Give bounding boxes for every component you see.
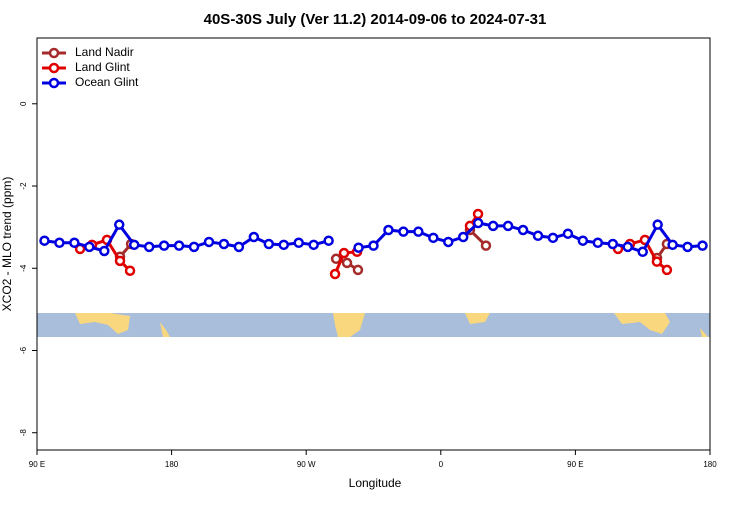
data-point [293, 237, 304, 249]
data-point [218, 238, 230, 250]
data-point [233, 241, 245, 253]
x-tick-label: 180 [165, 460, 179, 469]
data-point [158, 240, 170, 251]
data-point [592, 237, 604, 249]
y-tick-label: -2 [19, 182, 28, 190]
data-point [443, 236, 454, 248]
data-point [607, 238, 619, 250]
x-tick-label: 90 E [29, 460, 45, 469]
map-band [37, 313, 710, 337]
data-point [547, 232, 559, 244]
data-point [682, 241, 693, 253]
data-point [517, 224, 529, 236]
data-point [577, 235, 589, 246]
data-point [203, 236, 215, 248]
data-point [487, 220, 499, 232]
chart-title: 40S-30S July (Ver 11.2) 2014-09-06 to 20… [204, 11, 547, 28]
data-point [651, 256, 663, 267]
data-point [114, 255, 126, 267]
data-point [278, 239, 290, 251]
plot-frame [36, 37, 711, 451]
data-point [263, 238, 275, 250]
data-point [383, 224, 394, 236]
x-tick-label: 180 [703, 460, 717, 469]
data-point [472, 217, 484, 229]
data-point [69, 237, 80, 249]
data-point [368, 240, 379, 251]
data-point [329, 268, 341, 280]
legend-label: Land Glint [75, 60, 130, 74]
data-point [338, 247, 350, 259]
data-point [428, 232, 439, 244]
data-point [114, 219, 125, 230]
x-tick-label: 90 W [297, 460, 316, 469]
legend-marker [48, 62, 60, 74]
y-axis-label: XCO2 - MLO trend (ppm) [0, 177, 14, 312]
data-point [128, 239, 140, 251]
data-point [353, 242, 364, 253]
data-point [352, 264, 364, 276]
data-point [480, 240, 492, 251]
y-tick-label: -8 [19, 429, 28, 437]
data-point [637, 246, 648, 258]
data-point [413, 226, 424, 237]
data-point [308, 239, 319, 251]
data-point [188, 241, 200, 253]
data-point [502, 220, 514, 232]
data-point [472, 208, 484, 220]
data-point [124, 265, 136, 276]
x-tick-label: 0 [439, 460, 444, 469]
x-tick-label: 90 E [567, 460, 583, 469]
data-point [99, 245, 110, 257]
data-point [562, 228, 574, 239]
data-point [54, 237, 65, 249]
data-point [622, 241, 633, 253]
x-axis-label: Longitude [349, 476, 402, 490]
data-point [398, 226, 409, 237]
y-tick-label: 0 [19, 101, 28, 106]
data-point [143, 241, 155, 253]
data-point [697, 240, 708, 251]
legend-label: Ocean Glint [75, 75, 139, 89]
data-point [661, 264, 673, 276]
data-point [652, 219, 663, 230]
legend-label: Land Nadir [75, 45, 134, 59]
data-point [532, 230, 544, 242]
data-point [84, 241, 95, 253]
data-point [173, 240, 185, 251]
y-tick-label: -4 [19, 264, 28, 272]
legend-marker [48, 77, 60, 89]
data-point [39, 235, 50, 246]
legend-marker [48, 47, 60, 59]
data-point [341, 257, 353, 269]
data-point [667, 239, 678, 251]
data-point [323, 235, 334, 246]
y-tick-label: -6 [19, 346, 28, 354]
data-point [457, 231, 469, 243]
data-point [248, 231, 260, 243]
